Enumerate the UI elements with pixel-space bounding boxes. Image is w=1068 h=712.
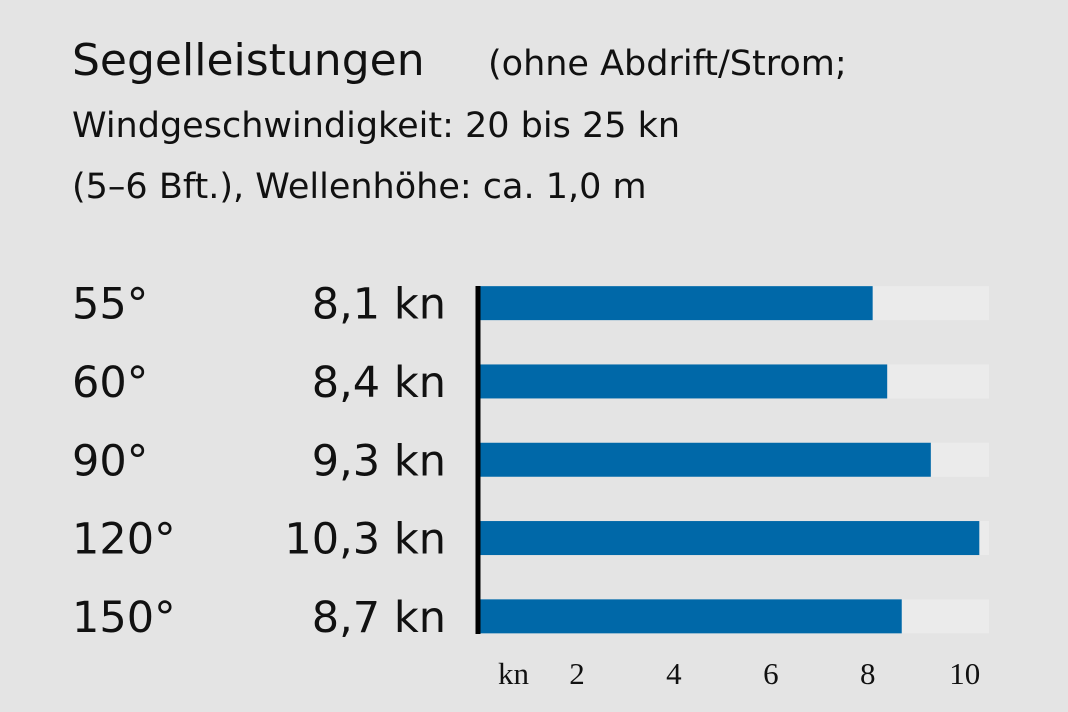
value-label: 8,4 kn xyxy=(312,358,446,408)
bar xyxy=(480,442,931,477)
value-label: 8,7 kn xyxy=(312,593,446,643)
category-label: 120° xyxy=(72,515,176,565)
bar xyxy=(480,521,980,556)
subtitle-line: (5–6 Bft.), Wellenhöhe: ca. 1,0 m xyxy=(72,167,647,207)
bar xyxy=(480,286,873,321)
x-tick-label: 10 xyxy=(949,656,980,691)
value-label: 9,3 kn xyxy=(312,436,446,486)
category-label: 90° xyxy=(72,436,148,486)
x-tick-label: 8 xyxy=(860,656,876,691)
category-label: 60° xyxy=(72,358,148,408)
value-label: 8,1 kn xyxy=(312,280,446,330)
category-label: 55° xyxy=(72,280,148,330)
x-axis-label: kn xyxy=(498,656,530,691)
x-tick-label: 6 xyxy=(763,656,779,691)
bar xyxy=(480,364,888,399)
chart-title: Segelleistungen xyxy=(72,35,425,86)
category-label: 150° xyxy=(72,593,176,643)
value-label: 10,3 kn xyxy=(284,515,446,565)
x-tick-label: 2 xyxy=(569,656,585,691)
bar xyxy=(480,599,902,634)
subtitle-line: Windgeschwindigkeit: 20 bis 25 kn xyxy=(72,106,680,146)
subtitle-line: (ohne Abdrift/Strom; xyxy=(488,44,847,84)
x-tick-label: 4 xyxy=(666,656,682,691)
